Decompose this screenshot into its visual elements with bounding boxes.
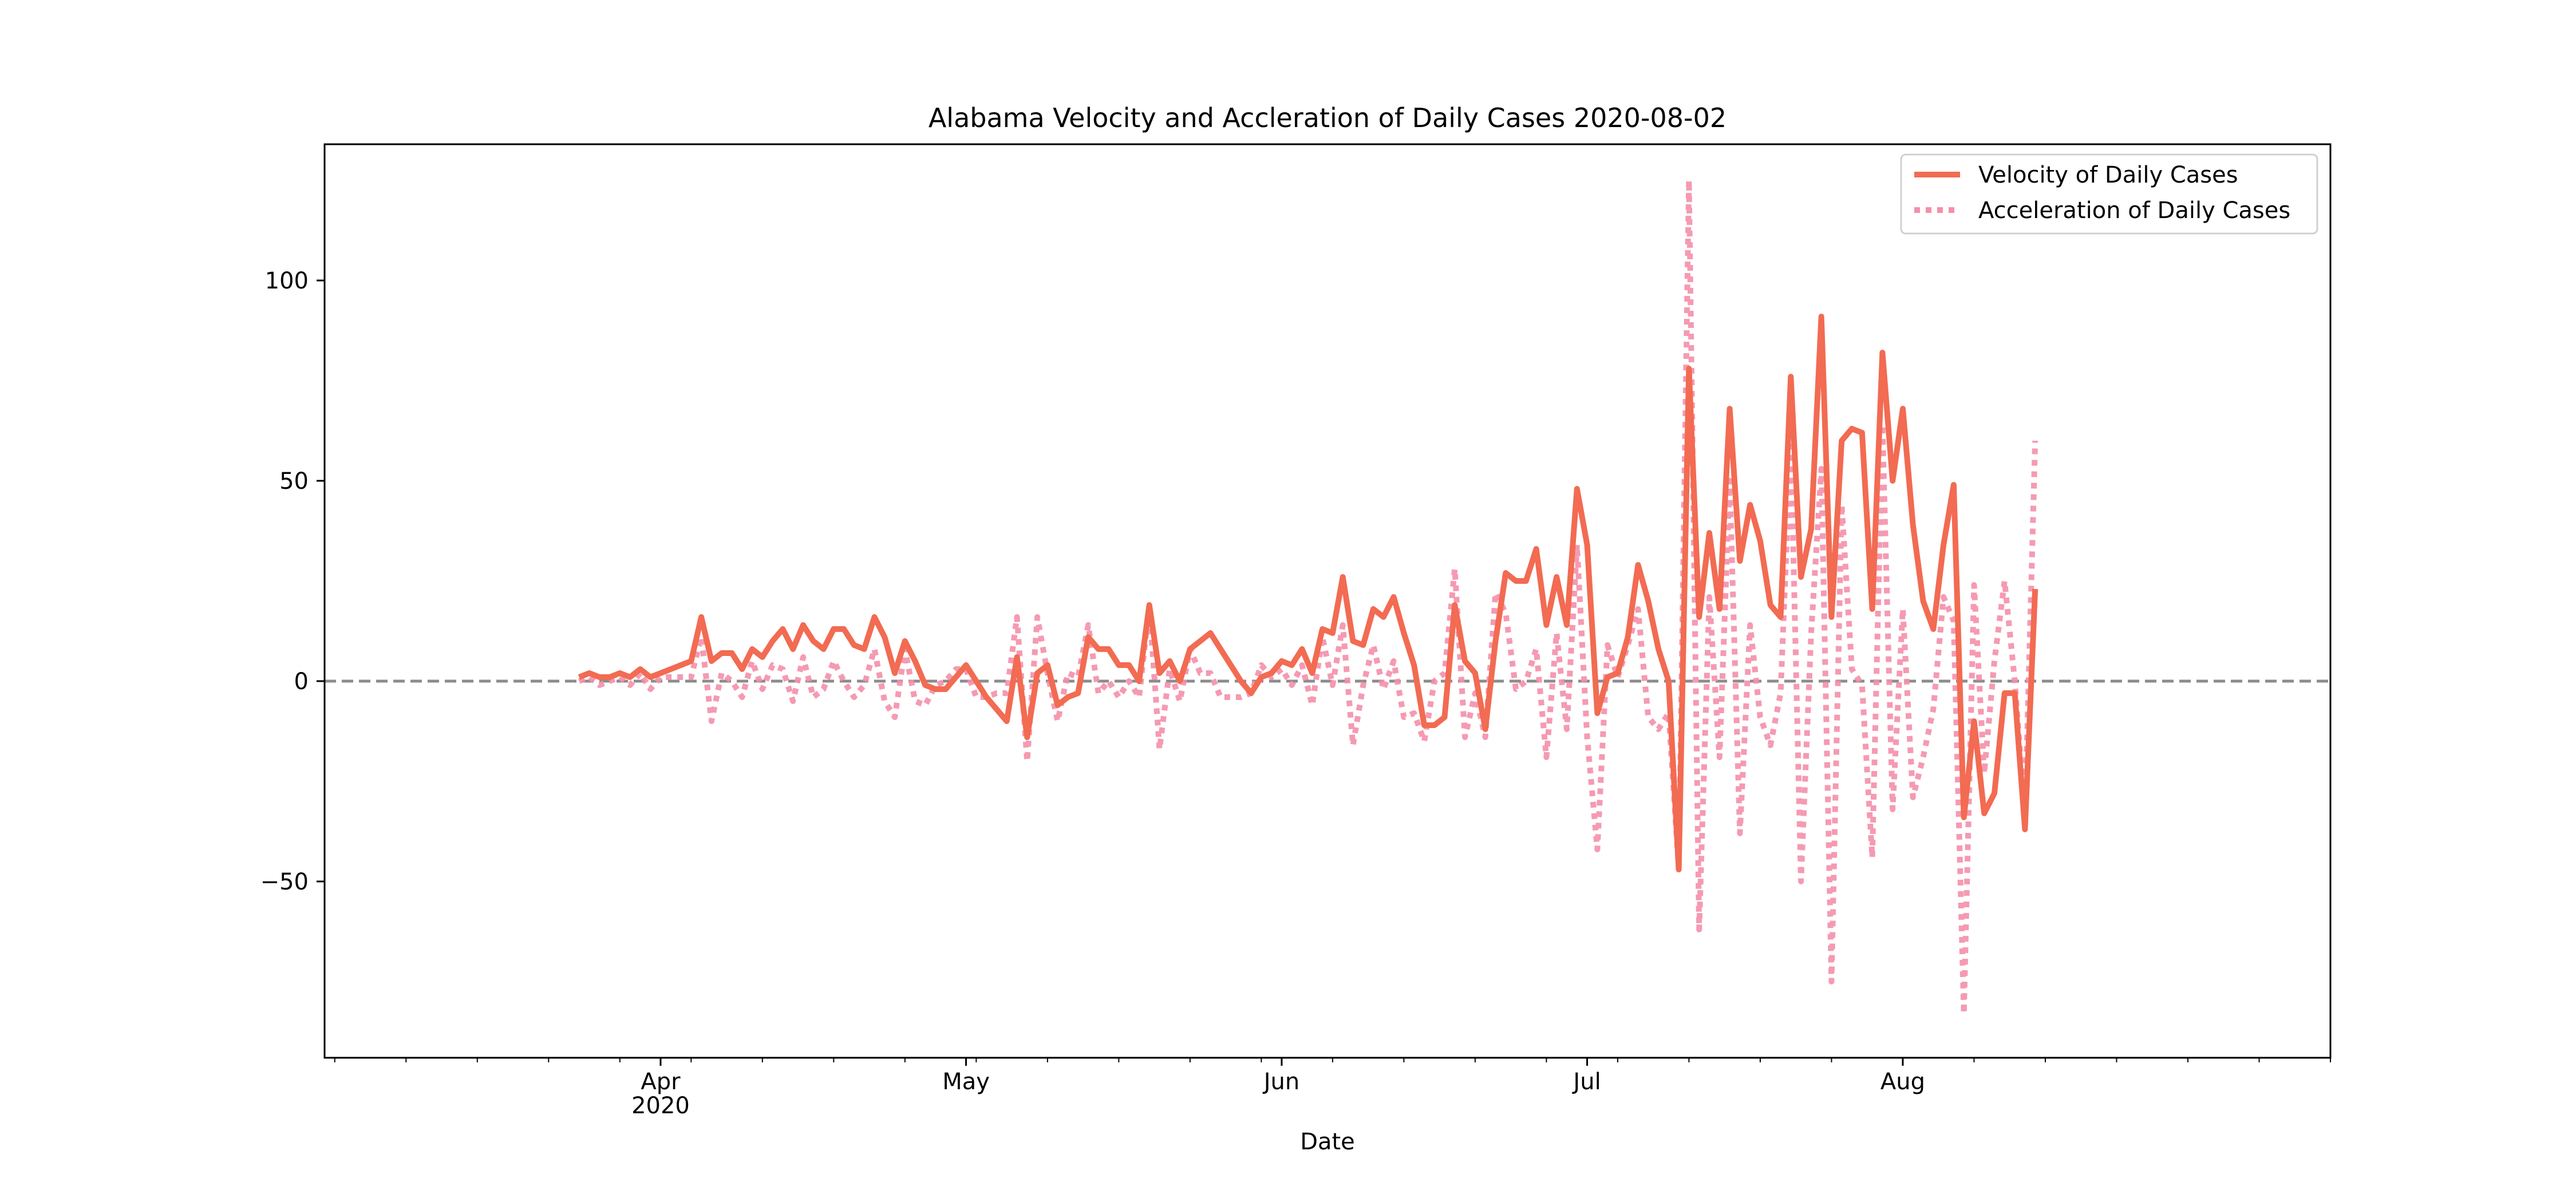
legend-label-acceleration: Acceleration of Daily Cases [1978,197,2290,224]
y-tick-label: −50 [260,869,309,895]
y-tick-label: 0 [294,669,309,695]
plot-frame [323,143,2332,1059]
x-tick-label: Jun [1262,1069,1300,1095]
x-tick-label: Jul [1571,1069,1601,1095]
legend: Velocity of Daily Cases Acceleration of … [1900,153,2318,235]
velocity-series-line [578,314,2038,872]
x-tick-label: May [942,1069,990,1095]
plot-layer [325,177,2330,1017]
x-axis-label: Date [1300,1129,1355,1155]
legend-label-velocity: Velocity of Daily Cases [1978,162,2238,188]
x-tick-label: Aug [1880,1069,1925,1095]
y-tick-label: 50 [279,468,309,495]
x-tick-label: Apr [641,1069,681,1095]
x-tick-sublabel: 2020 [631,1093,690,1119]
acceleration-series-line [578,177,2038,1017]
chart-title: Alabama Velocity and Accleration of Dail… [929,102,1726,133]
y-tick-label: 100 [265,268,309,294]
legend-box [1900,153,2318,235]
